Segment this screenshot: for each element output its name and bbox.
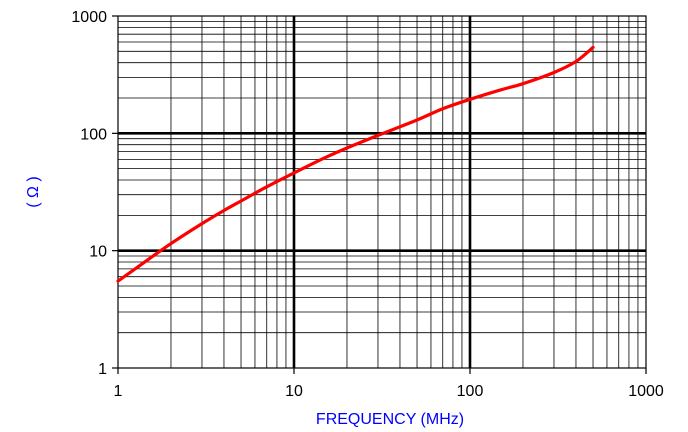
x-tick-label: 10 xyxy=(285,383,303,400)
series-line-0 xyxy=(116,45,595,283)
tick-marks xyxy=(112,15,647,374)
x-axis-label: FREQUENCY (MHz) xyxy=(316,411,464,428)
plot-frame xyxy=(117,15,647,369)
x-tick-labels: 1 10 100 1000 xyxy=(114,383,664,400)
y-tick-label: 1000 xyxy=(71,9,107,26)
y-tick-label: 10 xyxy=(89,244,107,261)
grid-major-lines xyxy=(118,16,646,368)
x-tick-label: 1 xyxy=(114,383,123,400)
y-tick-labels: 1 10 100 1000 xyxy=(71,9,107,378)
y-tick-label: 1 xyxy=(98,361,107,378)
x-tick-label: 100 xyxy=(457,383,484,400)
y-axis-label: ( Ω ) xyxy=(25,176,42,208)
y-tick-label: 100 xyxy=(80,126,107,143)
series-layer xyxy=(116,45,595,283)
x-tick-label: 1000 xyxy=(628,383,664,400)
grid-minor-lines xyxy=(118,16,646,368)
